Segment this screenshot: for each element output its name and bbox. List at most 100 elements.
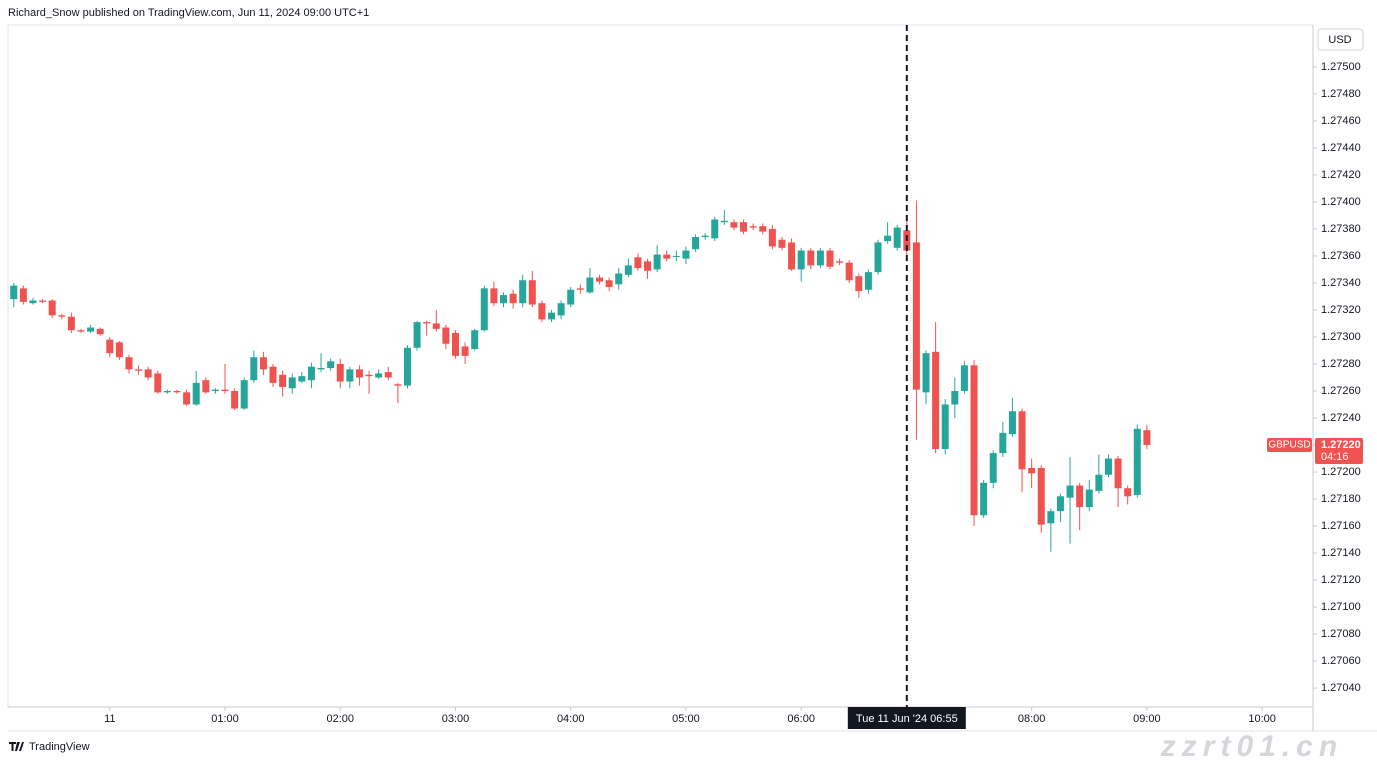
candle-body: [96, 328, 104, 335]
candle-body: [634, 257, 642, 269]
candle-body: [413, 322, 421, 348]
candle-body: [125, 357, 133, 370]
candle-body: [1018, 411, 1026, 470]
candle-body: [1095, 474, 1103, 491]
candle-body: [288, 377, 296, 389]
candle-body: [115, 342, 123, 358]
y-tick-label: 1.27420: [1321, 169, 1361, 181]
candle-body: [423, 322, 431, 324]
candle-body: [845, 262, 853, 281]
x-tick-label: 02:00: [326, 713, 354, 725]
candle-body: [749, 226, 757, 228]
y-tick-label: 1.27140: [1321, 547, 1361, 559]
candle-body: [701, 235, 709, 238]
candle-body: [394, 384, 402, 386]
y-tick-label: 1.27300: [1321, 331, 1361, 343]
candles: [10, 200, 1151, 552]
y-tick-label: 1.27180: [1321, 493, 1361, 505]
candle-body: [941, 404, 949, 450]
candle-body: [864, 272, 872, 290]
candle-body: [173, 390, 181, 393]
candle-body: [557, 303, 565, 316]
candle-body: [816, 250, 824, 266]
candle-body: [259, 357, 267, 370]
y-tick-label: 1.27480: [1321, 88, 1361, 100]
crosshair-label: Tue 11 Jun '24 06:55: [856, 713, 958, 725]
last-price-box: [1315, 438, 1363, 465]
currency-button[interactable]: [1317, 28, 1364, 51]
candle-body: [39, 300, 47, 302]
candle-body: [759, 226, 767, 232]
candle-body: [576, 288, 584, 290]
candle-body: [154, 373, 162, 393]
last-price-label: 1.27220: [1321, 439, 1361, 451]
y-tick-label: 1.27400: [1321, 196, 1361, 208]
candle-body: [653, 254, 661, 270]
candle-body: [384, 372, 392, 378]
y-tick-label: 1.27460: [1321, 115, 1361, 127]
candle-body: [240, 380, 248, 409]
candle-body: [451, 332, 459, 356]
candle-body: [615, 273, 623, 285]
candle-body: [67, 316, 75, 331]
candle-body: [317, 368, 325, 370]
candle-body: [279, 374, 287, 387]
y-tick-label: 1.27060: [1321, 655, 1361, 667]
candle-body: [461, 346, 469, 356]
currency-label[interactable]: USD: [1328, 34, 1351, 46]
candle-body: [144, 369, 152, 378]
candle-body: [231, 390, 239, 409]
x-tick-label: 03:00: [442, 713, 470, 725]
y-tick-label: 1.27440: [1321, 142, 1361, 154]
candle-body: [720, 220, 728, 223]
candle-body: [884, 235, 892, 242]
candle-body: [58, 315, 66, 317]
candle-body: [19, 288, 27, 302]
candle-body: [1047, 511, 1055, 524]
candle-body: [538, 303, 546, 320]
candle-body: [836, 261, 844, 263]
candle-body: [826, 250, 834, 267]
x-tick-label: 05:00: [672, 713, 700, 725]
candle-body: [48, 300, 56, 316]
candle-body: [586, 277, 594, 293]
candle-body: [490, 288, 498, 304]
candle-body: [480, 288, 488, 331]
candle-body: [596, 277, 604, 282]
candle-body: [183, 392, 191, 405]
candle-body: [548, 312, 556, 320]
y-tick-label: 1.27080: [1321, 628, 1361, 640]
y-tick-label: 1.27260: [1321, 385, 1361, 397]
candle-body: [567, 289, 575, 305]
x-tick-label: 11: [104, 713, 115, 725]
candle-body: [1104, 458, 1112, 475]
candle-body: [336, 363, 344, 382]
candle-body: [327, 361, 335, 369]
candle-body: [192, 382, 200, 405]
candle-body: [298, 376, 306, 382]
y-tick-label: 1.27340: [1321, 277, 1361, 289]
candle-body: [528, 280, 536, 305]
candle-body: [1037, 467, 1045, 525]
candle-body: [432, 323, 440, 329]
candle-body: [624, 265, 632, 275]
candle-body: [605, 280, 613, 287]
y-tick-label: 1.27200: [1321, 466, 1361, 478]
candle-body: [519, 280, 527, 304]
x-tick-label: 01:00: [211, 713, 239, 725]
candle-body: [874, 242, 882, 273]
candle-body: [135, 369, 143, 371]
y-tick-label: 1.27120: [1321, 574, 1361, 586]
candle-body: [1143, 430, 1151, 446]
candle-body: [375, 373, 383, 378]
candle-body: [471, 330, 479, 350]
candle-body: [788, 242, 796, 270]
candle-body: [1028, 467, 1036, 474]
x-tick-label: 04:00: [557, 713, 585, 725]
candle-body: [77, 330, 85, 332]
candle-body: [163, 390, 171, 393]
candle-body: [1133, 428, 1141, 495]
candle-body: [644, 261, 652, 271]
candle-body: [980, 482, 988, 516]
